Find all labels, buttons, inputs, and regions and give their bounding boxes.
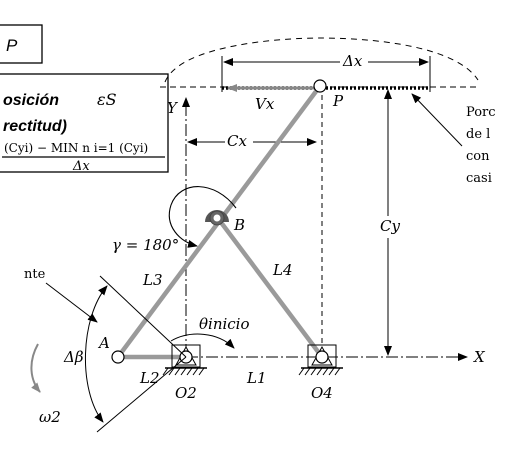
cx-label: Cx xyxy=(227,132,247,150)
delta-beta-upper-line xyxy=(99,275,187,358)
right-note-line-4: casi xyxy=(466,171,492,186)
p-label: P xyxy=(332,92,344,110)
formula-line2: rectitud) xyxy=(3,118,67,135)
b-label: B xyxy=(233,216,245,234)
delta-beta-lower-line xyxy=(96,356,187,433)
joint-p xyxy=(313,79,327,93)
delta-beta-label: Δβ xyxy=(63,348,84,366)
omega2-label: ω2 xyxy=(39,408,61,426)
l2-label: L2 xyxy=(139,369,160,387)
top-label-text: P xyxy=(6,36,18,55)
cy-label: Cy xyxy=(380,217,400,235)
formula-line1: osición xyxy=(3,92,59,109)
note-leader-line xyxy=(411,93,463,147)
formula-denominator: Δx xyxy=(72,159,90,174)
left-leader-line xyxy=(45,282,98,323)
o2-label: O2 xyxy=(175,384,197,402)
epsilon-symbol: εS xyxy=(97,90,117,109)
l3-label: L3 xyxy=(142,271,163,289)
formula-box xyxy=(0,73,169,173)
formula-numerator: (Cyi) − MIN n i=1 (Cyi) xyxy=(4,141,148,155)
right-note-line-2: de l xyxy=(466,127,490,142)
omega2-arrow xyxy=(30,343,41,393)
gamma-arc xyxy=(168,186,237,248)
link-l4-rocker xyxy=(215,215,324,359)
y-axis-label: Y xyxy=(167,99,179,117)
gamma-label: γ = 180° xyxy=(112,236,179,254)
l1-label: L1 xyxy=(246,369,267,387)
vx-label: Vx xyxy=(255,95,275,113)
joint-a xyxy=(111,350,125,364)
left-cut-label: nte xyxy=(24,267,46,282)
a-label: A xyxy=(97,334,110,352)
l4-label: L4 xyxy=(272,261,293,279)
delta-beta-arc xyxy=(84,285,108,423)
right-note-line-3: con xyxy=(466,149,490,164)
theta-label: θinicio xyxy=(199,315,250,333)
top-label-box xyxy=(0,24,43,64)
ground-pivot-o4 xyxy=(298,344,343,376)
x-axis-label: X xyxy=(473,348,486,366)
theta-arc xyxy=(170,333,235,349)
coupler-curve-arc xyxy=(164,37,479,83)
right-note-line-1: Porc xyxy=(466,105,496,120)
delta-x-label: Δx xyxy=(342,52,363,70)
o4-label: O4 xyxy=(311,384,333,402)
